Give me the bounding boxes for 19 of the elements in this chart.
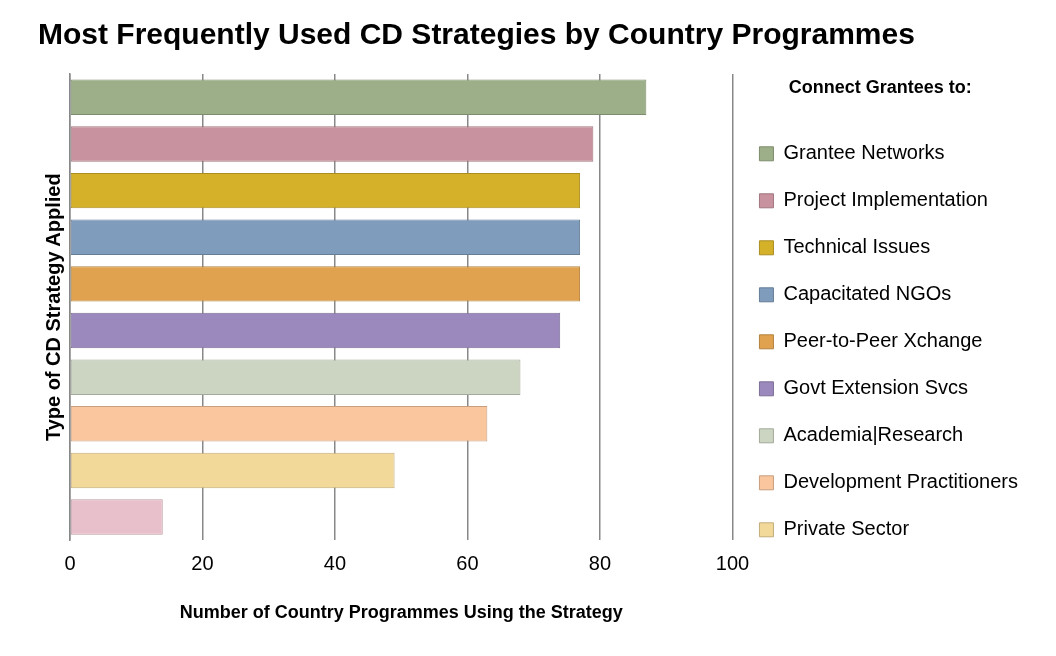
x-tick-label: 20: [191, 551, 214, 574]
x-axis-title: Number of Country Programmes Using the Strategy: [179, 602, 623, 623]
legend-label: Private Sector: [783, 517, 910, 540]
legend-label: Peer-to-Peer Xchange: [783, 329, 983, 352]
legend-label: Technical Issues: [783, 235, 931, 258]
x-tick-label: 60: [456, 551, 479, 574]
x-tick-label: 40: [323, 551, 347, 574]
y-axis-title: Type of CD Strategy Applied: [41, 173, 64, 442]
legend-label: Development Practitioners: [783, 470, 1019, 493]
legend-label: Govt Extension Svcs: [783, 376, 968, 399]
legend-label: Academia|Research: [783, 423, 964, 446]
legend-title: Connect Grantees to:: [788, 77, 972, 98]
x-tick-label: 80: [588, 551, 612, 574]
x-tick-label: 100: [715, 551, 750, 574]
legend-label: Grantee Networks: [783, 141, 945, 164]
chart-title: Most Frequently Used CD Strategies by Country Programmes: [38, 17, 915, 51]
legend-label: Project Implementation: [783, 188, 988, 211]
x-tick-label: 0: [64, 551, 76, 574]
legend-label: Capacitated NGOs: [783, 282, 952, 305]
